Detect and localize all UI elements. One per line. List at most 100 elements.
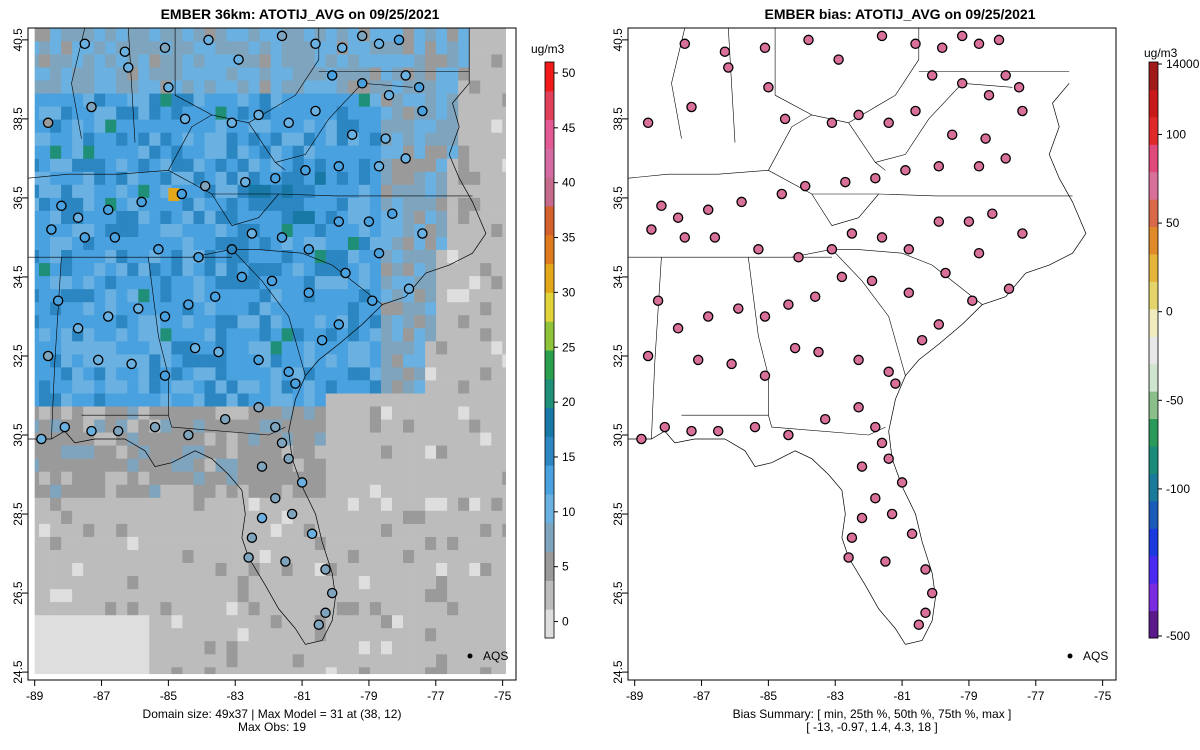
grid-cell bbox=[458, 275, 470, 290]
grid-cell bbox=[50, 653, 62, 668]
grid-cell bbox=[425, 236, 437, 250]
grid-cell bbox=[425, 536, 437, 550]
grid-cell bbox=[414, 327, 426, 342]
grid-cell bbox=[292, 80, 305, 94]
grid-cell bbox=[392, 145, 404, 159]
grid-cell bbox=[39, 471, 51, 485]
aqs-station bbox=[393, 34, 405, 46]
aqs-station bbox=[126, 358, 137, 370]
grid-cell bbox=[61, 354, 73, 368]
grid-cell bbox=[226, 28, 238, 42]
grid-cell bbox=[160, 523, 172, 537]
grid-cell bbox=[171, 393, 183, 407]
grid-cell bbox=[248, 601, 260, 616]
grid-cell bbox=[215, 419, 227, 433]
grid-cell bbox=[414, 249, 426, 264]
grid-cell bbox=[292, 197, 305, 211]
bias-summary-header: Bias Summary: [ min, 25th %, 50th %, 75t… bbox=[732, 707, 1012, 721]
bias-map: -89 -87 -85 -83 -81 -79 -77 -7524.526.528.530.5… bbox=[611, 27, 1200, 703]
grid-cell bbox=[425, 54, 437, 68]
grid-cell bbox=[325, 549, 338, 563]
grid-cell bbox=[292, 458, 305, 472]
grid-cell bbox=[259, 523, 271, 537]
grid-cell bbox=[491, 549, 503, 563]
grid-cell bbox=[226, 54, 238, 68]
aqs-station bbox=[303, 287, 315, 299]
grid-cell bbox=[392, 354, 404, 368]
grid-cell bbox=[325, 601, 338, 616]
grid-cell bbox=[447, 575, 459, 590]
grid-cell bbox=[314, 262, 327, 277]
grid-cell bbox=[469, 562, 481, 576]
bias-station bbox=[659, 421, 671, 433]
grid-cell bbox=[347, 314, 360, 329]
aqs-station bbox=[316, 334, 328, 346]
grid-cell bbox=[182, 54, 194, 68]
grid-cell bbox=[237, 497, 249, 511]
state-border bbox=[211, 193, 279, 226]
grid-cell bbox=[270, 588, 283, 603]
grid-cell bbox=[381, 327, 393, 342]
grid-cell bbox=[469, 184, 481, 198]
grid-cell bbox=[94, 184, 106, 198]
grid-cell bbox=[436, 510, 448, 524]
colorbar-tick-label: 45 bbox=[562, 121, 576, 135]
grid-cell bbox=[414, 536, 426, 550]
grid-cell bbox=[105, 575, 117, 590]
grid-cell bbox=[127, 184, 139, 198]
grid-cell bbox=[314, 393, 327, 407]
grid-cell bbox=[149, 80, 161, 94]
grid-cell bbox=[381, 471, 393, 485]
grid-cell bbox=[193, 393, 205, 407]
grid-cell bbox=[491, 419, 503, 433]
grid-cell bbox=[458, 667, 470, 680]
grid-cell bbox=[248, 484, 260, 498]
grid-cell bbox=[292, 445, 305, 459]
grid-cell bbox=[182, 471, 194, 485]
grid-cell bbox=[414, 653, 426, 668]
grid-cell bbox=[160, 640, 172, 655]
grid-cell bbox=[171, 380, 183, 394]
grid-cell bbox=[325, 393, 338, 407]
grid-cell bbox=[469, 536, 481, 550]
y-tick-label: 40.5 bbox=[11, 28, 25, 52]
grid-cell bbox=[248, 380, 260, 394]
grid-cell bbox=[193, 601, 205, 616]
grid-cell bbox=[358, 406, 371, 420]
grid-cell bbox=[336, 145, 349, 159]
grid-cell bbox=[281, 158, 294, 172]
grid-cell bbox=[149, 275, 161, 290]
grid-cell bbox=[83, 575, 95, 590]
grid-cell bbox=[248, 314, 260, 329]
grid-cell bbox=[226, 171, 238, 185]
grid-cell bbox=[325, 288, 338, 303]
grid-cell bbox=[414, 197, 426, 211]
grid-cell bbox=[72, 132, 84, 146]
grid-cell bbox=[392, 223, 404, 237]
grid-cell bbox=[403, 184, 415, 198]
grid-cell bbox=[182, 601, 194, 616]
grid-cell bbox=[358, 236, 371, 250]
y-tick-label: 36.5 bbox=[11, 186, 25, 210]
aqs-station bbox=[213, 346, 224, 358]
grid-cell bbox=[116, 575, 128, 590]
grid-cell bbox=[403, 653, 415, 668]
colorbar-segment bbox=[1149, 116, 1158, 145]
grid-cell bbox=[39, 497, 51, 511]
grid-cell bbox=[425, 327, 437, 342]
grid-cell bbox=[94, 536, 106, 550]
grid-cell bbox=[116, 93, 128, 107]
grid-cell bbox=[303, 575, 316, 590]
grid-cell bbox=[392, 197, 404, 211]
grid-cell bbox=[160, 171, 172, 185]
grid-cell bbox=[182, 93, 194, 107]
aqs-station bbox=[193, 251, 204, 263]
grid-cell bbox=[491, 210, 503, 224]
grid-cell bbox=[403, 223, 415, 237]
grid-cell bbox=[105, 249, 117, 264]
grid-cell bbox=[50, 236, 62, 250]
grid-cell bbox=[458, 549, 470, 563]
grid-cell bbox=[193, 93, 205, 107]
grid-cell bbox=[259, 223, 271, 237]
grid-cell bbox=[458, 380, 470, 394]
